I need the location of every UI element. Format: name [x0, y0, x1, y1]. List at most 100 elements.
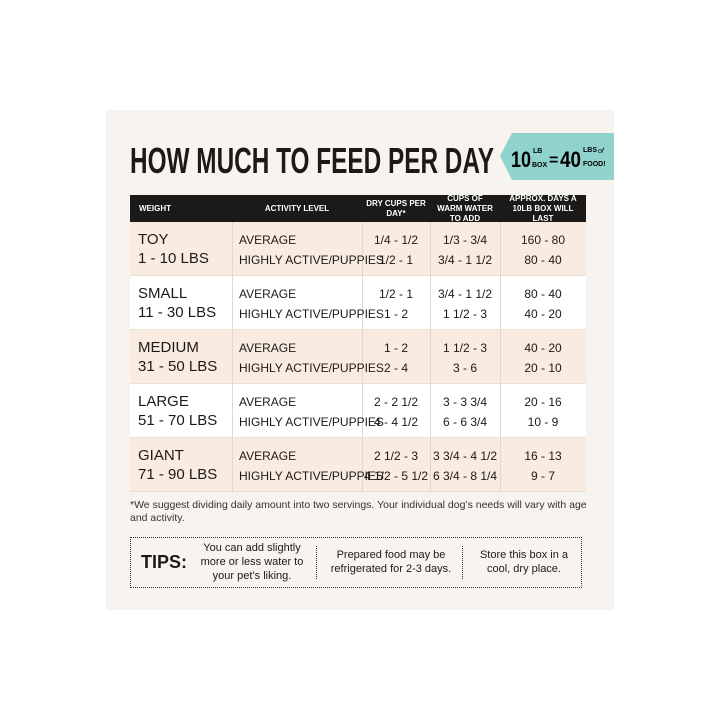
badge-unit: FOOD!	[583, 161, 606, 168]
activity-level: HIGHLY ACTIVE/PUPPIES	[239, 253, 384, 267]
header: HOW MUCH TO FEED PER DAY 10 LB BOX = 40 …	[130, 133, 614, 181]
column-divider	[362, 330, 363, 384]
column-divider	[232, 330, 233, 384]
dry-cups: 1/2 - 1	[378, 287, 414, 301]
column-divider	[430, 222, 431, 276]
activity-level: AVERAGE	[239, 449, 297, 463]
tip-text: Store this box in a cool, dry place.	[479, 549, 569, 575]
column-header: ACTIVITY LEVEL	[264, 203, 330, 213]
days-last: 80 - 40	[524, 253, 562, 267]
badge-unit: LB	[533, 148, 542, 155]
badge-equals: =	[549, 152, 558, 169]
badge-unit: LBS	[583, 147, 597, 154]
column-divider	[362, 222, 363, 276]
days-last: 16 - 13	[524, 449, 562, 463]
weight-range: 71 - 90 LBS	[138, 466, 218, 483]
water-cups: 1 1/2 - 3	[442, 307, 488, 321]
activity-level: HIGHLY ACTIVE/PUPPIES	[239, 415, 384, 429]
column-divider	[500, 438, 501, 492]
days-last: 20 - 10	[524, 361, 562, 375]
column-divider	[430, 330, 431, 384]
column-divider	[362, 384, 363, 438]
activity-level: HIGHLY ACTIVE/PUPPIES	[239, 469, 384, 483]
dry-cups: 2 - 4	[383, 361, 408, 375]
column-divider	[232, 384, 233, 438]
water-cups: 1 1/2 - 3	[442, 341, 488, 355]
divider	[462, 546, 463, 579]
days-last: 40 - 20	[524, 341, 562, 355]
weight-range: 31 - 50 LBS	[138, 358, 218, 375]
dry-cups: 4 - 4 1/2	[373, 415, 419, 429]
days-last: 160 - 80	[520, 233, 566, 247]
column-divider	[362, 438, 363, 492]
column-divider	[232, 276, 233, 330]
activity-level: AVERAGE	[239, 233, 297, 247]
column-divider	[500, 276, 501, 330]
dry-cups: 1 - 2	[383, 307, 408, 321]
column-divider	[362, 276, 363, 330]
badge-unit: BOX	[532, 162, 548, 169]
weight-range: 1 - 10 LBS	[138, 250, 209, 267]
column-divider	[500, 330, 501, 384]
column-divider	[430, 384, 431, 438]
activity-level: HIGHLY ACTIVE/PUPPIES	[239, 361, 384, 375]
column-header: DRY CUPS PER DAY*	[366, 198, 426, 218]
activity-level: AVERAGE	[239, 287, 297, 301]
column-divider	[430, 276, 431, 330]
days-last: 20 - 16	[524, 395, 562, 409]
dry-cups: 2 - 2 1/2	[373, 395, 419, 409]
column-divider	[232, 438, 233, 492]
dry-cups: 4 1/2 - 5 1/2	[363, 469, 429, 483]
badge-number: 40	[560, 147, 581, 172]
days-last: 40 - 20	[524, 307, 562, 321]
dry-cups: 1 - 2	[383, 341, 408, 355]
activity-level: HIGHLY ACTIVE/PUPPIES	[239, 307, 384, 321]
weight-range: 51 - 70 LBS	[138, 412, 218, 429]
table-row	[130, 222, 586, 276]
dry-cups: 1/2 - 1	[378, 253, 414, 267]
water-cups: 3/4 - 1 1/2	[437, 287, 493, 301]
days-last: 80 - 40	[524, 287, 562, 301]
size-label: TOY	[138, 231, 169, 248]
title: HOW MUCH TO FEED PER DAY	[130, 140, 494, 181]
water-cups: 3/4 - 1 1/2	[437, 253, 493, 267]
table-row	[130, 384, 586, 438]
water-cups: 3 3/4 - 4 1/2	[432, 449, 498, 463]
divider	[316, 546, 317, 579]
table-header	[130, 195, 586, 222]
column-header: APPROX. DAYS A 10LB BOX WILL LAST	[509, 193, 577, 223]
water-cups: 1/3 - 3/4	[442, 233, 488, 247]
column-divider	[232, 222, 233, 276]
size-label: SMALL	[138, 285, 188, 302]
tips-label: TIPS:	[141, 551, 188, 572]
size-label: GIANT	[138, 447, 184, 464]
activity-level: AVERAGE	[239, 395, 297, 409]
column-header: CUPS OF WARM WATER TO ADD	[437, 193, 493, 223]
tip-text: Prepared food may be refrigerated for 2-…	[330, 549, 452, 575]
activity-level: AVERAGE	[239, 341, 297, 355]
badge-unit: of	[598, 148, 605, 155]
dry-cups: 2 1/2 - 3	[373, 449, 419, 463]
tip-text: You can add slightly more or less water …	[200, 542, 304, 582]
table-row	[130, 330, 586, 384]
size-label: MEDIUM	[138, 339, 199, 356]
column-divider	[500, 384, 501, 438]
days-last: 10 - 9	[527, 415, 559, 429]
column-divider	[430, 438, 431, 492]
water-cups: 3 - 6	[452, 361, 477, 375]
water-cups: 6 - 6 3/4	[442, 415, 488, 429]
size-label: LARGE	[138, 393, 189, 410]
badge	[500, 133, 614, 180]
tips-box: TIPS: You can add slightly more or less …	[130, 537, 582, 588]
badge-number: 10	[511, 147, 531, 172]
dry-cups: 1/4 - 1/2	[373, 233, 419, 247]
table-row	[130, 276, 586, 330]
weight-range: 11 - 30 LBS	[138, 304, 217, 321]
table-row	[130, 438, 586, 492]
days-last: 9 - 7	[530, 469, 555, 483]
water-cups: 6 3/4 - 8 1/4	[432, 469, 498, 483]
water-cups: 3 - 3 3/4	[442, 395, 488, 409]
column-header: WEIGHT	[139, 203, 171, 213]
column-divider	[500, 222, 501, 276]
